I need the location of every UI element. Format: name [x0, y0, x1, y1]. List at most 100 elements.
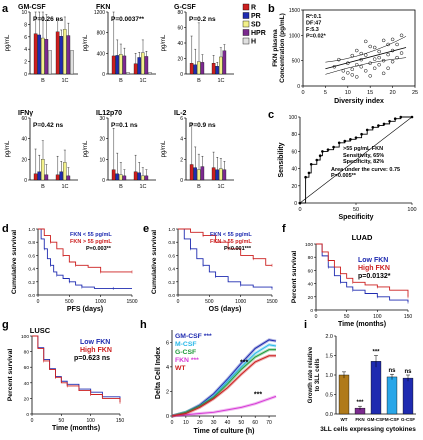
panel-letter-a: a [2, 3, 9, 15]
x-category-label: 1C [139, 78, 146, 84]
legend-label: H [251, 39, 256, 46]
bar [66, 35, 71, 75]
bar [70, 50, 74, 75]
x-axis-label: PFS (days) [67, 306, 103, 313]
bar [122, 55, 127, 75]
y-tick-label: 0.8 [168, 240, 175, 246]
bar [119, 54, 123, 75]
panel-letter-d: d [2, 223, 9, 235]
legend-swatch [242, 3, 250, 11]
y-tick-label: 100 [289, 115, 298, 121]
cytokine-chart-0: GM-CSF P=0.26 ns 0 2 4 6 8 10 pg/mL B 1C [5, 4, 78, 84]
chart-title: FKN [96, 4, 110, 11]
roc-note: >55 pg/mL FKN [343, 146, 383, 152]
bar [215, 66, 219, 75]
y-axis-label: FKN plasma [272, 29, 279, 67]
scatter-point [390, 37, 395, 42]
scatter-point [386, 66, 390, 71]
y-tick-label: 0.0 [325, 412, 333, 418]
roc-point [365, 128, 369, 132]
survival-pfs: 0.0 0.2 0.4 0.6 0.8 1.0 0 500 1000 1500 PFS (days)… [11, 227, 138, 313]
y-tick-label: 100 [305, 242, 313, 248]
bar [133, 63, 138, 75]
roc-note: Area under the curve: 0.75 [331, 167, 400, 173]
x-tick-label: 15 [367, 90, 373, 96]
x-category-label: 1C [217, 184, 224, 190]
roc-point [309, 163, 313, 166]
y-tick-label: 0.5 [325, 393, 333, 399]
y-tick-label: 1.0 [325, 373, 333, 379]
y-tick-label: 1.5 [325, 354, 333, 360]
y-tick-label: 0.2 [28, 280, 35, 286]
roc-point [393, 117, 397, 121]
significance-mark: *** [240, 359, 248, 366]
bar [137, 172, 141, 181]
y-axis-label: Growth rate relative [308, 346, 314, 403]
roc-point [349, 138, 352, 141]
bar [386, 376, 398, 415]
bar [111, 55, 116, 75]
y-tick-label: 1200 [94, 10, 105, 16]
x-category-label: B [197, 184, 201, 190]
x-tick-label: 0 [31, 418, 34, 424]
chart-title: IL-2 [174, 110, 187, 117]
bar [211, 63, 216, 75]
bar [33, 173, 38, 181]
y-axis-label: to 3LL cells [315, 358, 321, 392]
scatter-point [390, 59, 395, 64]
y-tick-label: 1000 [289, 33, 300, 39]
y-axis-label: Cumulative survival [11, 230, 18, 294]
significance-label: ns [388, 368, 396, 374]
series-label: M-CSF [175, 341, 197, 348]
x-category-label: B [197, 78, 201, 84]
category-label: WT [341, 417, 348, 422]
x-axis-label: Time of culture (h) [194, 428, 255, 435]
bar [197, 61, 201, 75]
y-tick-label: 2.0 [325, 334, 333, 340]
x-category-label: B [41, 78, 45, 84]
bar [63, 162, 67, 181]
x-tick-label: 0 [301, 90, 304, 96]
x-tick-label: 0 [298, 207, 301, 213]
x-tick-label: 500 [65, 299, 74, 305]
cytokine-chart-2: G-CSF P=0.2 ns 0 20 40 60 80 pg/mL B 1C [161, 4, 234, 84]
chart-stat: P=0.9 ns [189, 122, 216, 129]
bar [37, 171, 41, 181]
y-axis-label: pg/mL [161, 34, 167, 51]
bar [402, 377, 414, 415]
series-line [171, 395, 277, 417]
y-tick-label: 1.0 [168, 227, 175, 233]
x-tick-label: 100 [86, 418, 95, 424]
x-axis-label: OS (days) [209, 306, 242, 313]
y-tick-label: 80 [291, 132, 297, 138]
y-tick-label: 40 [21, 137, 27, 143]
x-axis-label: Specificity [338, 214, 373, 221]
bar [222, 169, 227, 181]
scatter-point [377, 62, 381, 67]
survival-curve [38, 228, 132, 273]
y-tick-label: 20 [177, 57, 183, 63]
y-axis-label: Cumulative survival [151, 230, 158, 294]
y-tick-label: 0 [24, 178, 27, 184]
bar [193, 167, 197, 181]
y-tick-label: 80 [24, 350, 30, 356]
y-tick-label: 60 [24, 365, 30, 371]
legend-high: High FKN [358, 265, 390, 272]
scatter-point [368, 74, 372, 78]
x-axis-label: 3LL cells expressing cytokines [320, 426, 416, 433]
x-tick-label: 50 [353, 207, 359, 213]
scatter-point [381, 38, 386, 43]
y-tick-label: 0.6 [168, 253, 175, 259]
stat-text: P=0.003** [86, 246, 112, 252]
y-tick-label: 4 [24, 47, 27, 53]
legend-low: FKN < 55 pg/mL [210, 232, 252, 238]
series-label: FKN *** [175, 357, 199, 364]
x-category-label: B [41, 184, 45, 190]
stat-text: p=0.0132* [358, 273, 391, 280]
bar [189, 164, 194, 181]
survival-curve [32, 335, 121, 403]
panel-letter-b: b [268, 3, 275, 15]
significance-label: ns [404, 369, 412, 375]
